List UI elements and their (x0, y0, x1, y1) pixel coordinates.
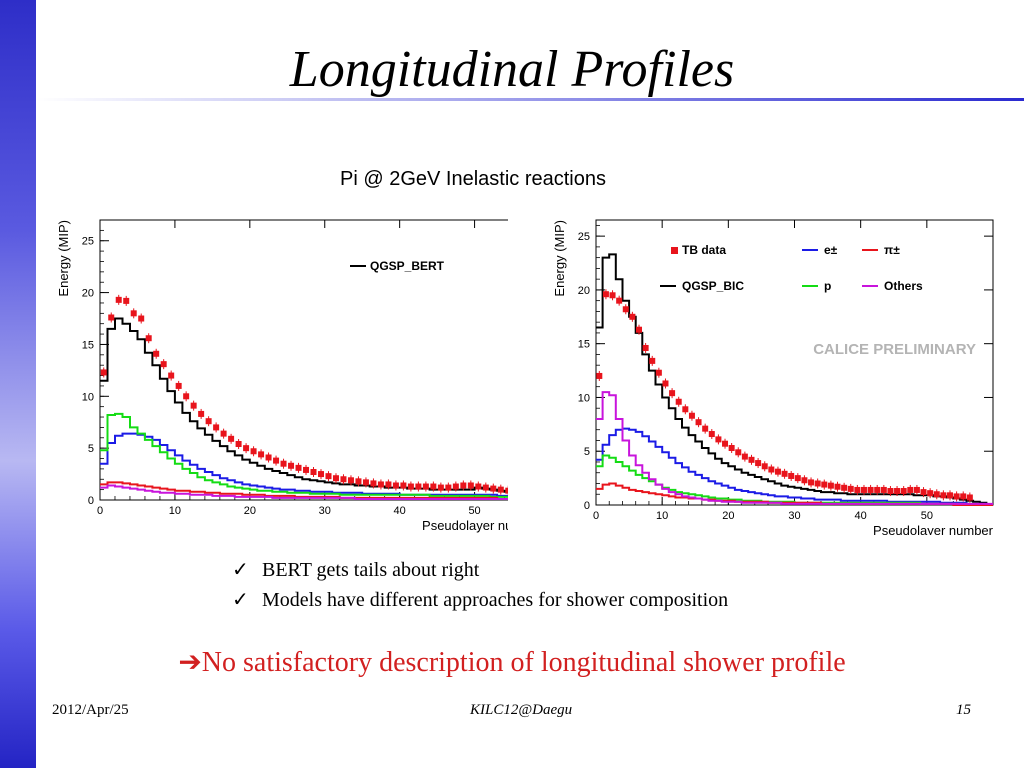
chart-right-svg: 0 10 20 30 40 50 0 5 10 15 20 25 Pseudolayer number E… (552, 219, 994, 538)
footer-date: 2012/Apr/25 (52, 702, 129, 718)
plot-frame (595, 219, 994, 506)
x-tick-label: 0 (593, 510, 599, 522)
legend-label: π± (884, 243, 900, 257)
legend-label: TB data (682, 243, 726, 257)
bullet-item: ✓ Models have different approaches for sh… (232, 585, 728, 615)
legend-label: e± (824, 243, 838, 257)
x-tick-label: 50 (468, 505, 480, 517)
x-tick-label: 0 (97, 505, 103, 517)
y-tick-label: 5 (88, 443, 94, 455)
legend-label: p (824, 279, 831, 293)
x-tick-label: 20 (244, 505, 256, 517)
series-line-model (100, 484, 542, 501)
series-line-qgsp-bert (100, 317, 542, 501)
legend-label: Others (884, 279, 923, 293)
series-line-others (596, 391, 993, 505)
conclusion: ➔No satisfactory description of longitud… (0, 645, 1024, 679)
legend-label: QGSP_BIC (682, 279, 744, 293)
x-tick-label: 10 (169, 505, 181, 517)
y-tick-label: 25 (82, 236, 94, 248)
x-tick-label: 50 (921, 510, 933, 522)
bullet-text: Models have different approaches for sho… (262, 589, 729, 611)
x-tick-label: 30 (788, 510, 800, 522)
x-axis-title: Pseudolayer number (873, 523, 994, 535)
conclusion-text: No satisfactory description of longitudi… (201, 647, 846, 678)
y-tick-label: 20 (82, 288, 94, 300)
y-axis-title: Energy (MIP) (56, 220, 71, 297)
series-line-qgsp-bic (596, 253, 993, 506)
y-tick-label: 15 (82, 339, 94, 351)
bullet-text: BERT gets tails about right (262, 559, 480, 581)
series-line-model (100, 412, 542, 501)
bullet-list: ✓ BERT gets tails about right ✓ Models hav… (232, 555, 728, 615)
y-tick-label: 10 (82, 391, 94, 403)
slide-title: Longitudinal Profiles (289, 41, 735, 98)
series-line-model (100, 432, 542, 501)
watermark-text: CALICE PRELIMINARY (813, 341, 976, 358)
x-axis-title: Pseudolayer number (422, 518, 508, 533)
check-icon: ✓ (232, 559, 249, 581)
x-tick-label: 40 (394, 505, 406, 517)
chart-left: 0 10 20 30 40 50 0 5 10 15 20 25 Pseudolayer number E… (50, 210, 543, 535)
chart-right: 0 10 20 30 40 50 0 5 10 15 20 25 Pseudolayer number E… (538, 210, 1008, 538)
footer-page-number: 15 (956, 702, 971, 718)
y-tick-label: 25 (578, 231, 590, 243)
y-tick-label: 0 (88, 495, 94, 507)
x-tick-label: 30 (319, 505, 331, 517)
y-tick-label: 10 (578, 392, 590, 404)
legend-marker (671, 247, 678, 254)
bullet-item: ✓ BERT gets tails about right (232, 555, 728, 585)
data-point (505, 487, 512, 494)
y-tick-label: 15 (578, 339, 590, 351)
plot-subtitle: Pi @ 2GeV Inelastic reactions (340, 168, 606, 190)
series-line-p (596, 454, 993, 506)
y-tick-label: 0 (584, 500, 590, 512)
plot-frame (99, 219, 543, 501)
x-tick-label: 10 (656, 510, 668, 522)
x-tick-label: 20 (722, 510, 734, 522)
series-line-model (100, 481, 542, 501)
y-axis-title: Energy (MIP) (552, 220, 567, 297)
y-tick-label: 20 (578, 285, 590, 297)
x-tick-label: 40 (855, 510, 867, 522)
chart-left-svg: 0 10 20 30 40 50 0 5 10 15 20 25 Pseudolayer number E… (56, 219, 543, 533)
arrow-right-icon: ➔ (178, 647, 202, 678)
footer-event: KILC12@Daegu (470, 702, 573, 718)
title-underline (36, 98, 1024, 101)
check-icon: ✓ (232, 589, 249, 611)
left-decoration-bar (0, 0, 36, 768)
y-tick-label: 5 (584, 446, 590, 458)
legend-label: QGSP_BERT (370, 259, 445, 273)
